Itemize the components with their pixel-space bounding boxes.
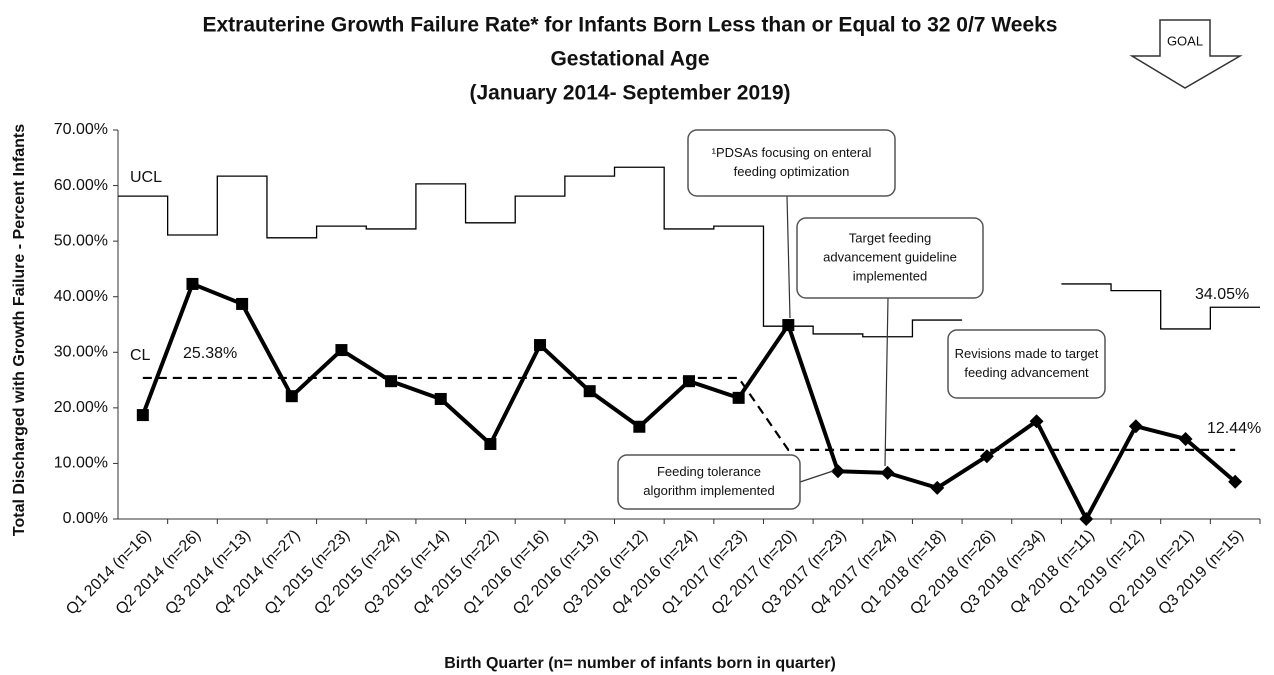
y-tick-label: 70.00% [54, 121, 108, 138]
x-tick-label: Q3 2018 (n=34) [957, 527, 1049, 619]
callout-text: Revisions made to target [955, 346, 1099, 361]
x-tick-label: Q2 2019 (n=21) [1106, 527, 1198, 619]
callout-text: advancement guideline [823, 249, 957, 264]
x-tick-label: Q4 2018 (n=11) [1007, 527, 1098, 618]
y-tick-label: 60.00% [54, 177, 108, 194]
x-tick-label: Q2 2018 (n=26) [907, 527, 999, 619]
goal-label: GOAL [1167, 33, 1203, 48]
callout-pointer [884, 297, 889, 467]
callout-text: Feeding tolerance [657, 464, 761, 479]
rate-marker [434, 392, 447, 405]
callout-box [617, 454, 801, 510]
rate-marker [335, 344, 348, 357]
rate-marker [930, 480, 945, 495]
rate-marker [385, 375, 398, 388]
rate-marker [1228, 474, 1243, 489]
x-axis-title: Birth Quarter (n= number of infants born… [444, 655, 836, 672]
x-tick-label: Q3 2015 (n=14) [361, 527, 453, 619]
rate-marker [583, 385, 596, 398]
rate-marker [236, 297, 249, 310]
rate-marker [1178, 431, 1193, 446]
chart-title: Extrauterine Growth Failure Rate* for In… [203, 14, 1058, 37]
x-tick-label: Q1 2015 (n=23) [262, 527, 354, 619]
x-tick-label: Q4 2016 (n=24) [609, 527, 701, 619]
rate-marker [683, 375, 695, 388]
rate-marker [633, 420, 646, 433]
x-tick-label: Q2 2016 (n=13) [510, 527, 602, 619]
rate-marker [136, 409, 149, 422]
y-tick-label: 20.00% [54, 399, 108, 416]
y-axis-title: Total Discharged with Growth Failure - P… [11, 124, 28, 536]
callout-pointer [786, 195, 791, 319]
value-label: 25.38% [183, 345, 237, 362]
rate-marker [979, 449, 994, 464]
rate-marker [1128, 419, 1143, 434]
y-tick-label: 30.00% [54, 344, 108, 361]
x-tick-label: Q1 2014 (n=16) [63, 527, 155, 619]
y-tick-label: 0.00% [63, 510, 108, 527]
y-tick-label: 50.00% [54, 232, 108, 249]
x-tick-label: Q4 2015 (n=22) [411, 527, 503, 619]
callout-box [796, 217, 984, 299]
callout-text: algorithm implemented [643, 483, 775, 498]
x-tick-label: Q4 2017 (n=24) [808, 527, 900, 619]
rate-marker [534, 339, 547, 352]
x-tick-label: Q3 2016 (n=12) [560, 527, 652, 619]
goal-arrow-shape [1129, 19, 1243, 89]
rate-marker [1029, 414, 1044, 429]
x-tick-label: Q1 2017 (n=23) [659, 527, 751, 619]
x-tick-label: Q3 2017 (n=23) [758, 527, 850, 619]
x-tick-label: Q3 2014 (n=13) [162, 527, 254, 619]
x-tick-label: Q3 2019 (n=15) [1155, 527, 1247, 619]
callout-text: implemented [853, 268, 927, 283]
callout-pointer [799, 470, 834, 483]
x-tick-label: Q1 2019 (n=12) [1056, 527, 1148, 619]
callout-text: feeding optimization [734, 164, 850, 179]
rate-marker [484, 437, 497, 450]
chart-title: (January 2014- September 2019) [470, 82, 791, 105]
x-tick-label: Q2 2015 (n=24) [311, 527, 403, 619]
value-label: 34.05% [1195, 286, 1249, 303]
callout-text: feeding advancement [964, 365, 1089, 380]
callout-box [687, 129, 896, 197]
rate-marker [830, 464, 845, 479]
value-label: 12.44% [1207, 420, 1261, 437]
callout-text: ¹PDSAs focusing on enteral [712, 145, 872, 160]
x-tick-label: Q1 2018 (n=18) [857, 527, 949, 619]
rate-marker [186, 277, 199, 290]
rate-marker [1079, 512, 1094, 526]
rate-marker [732, 391, 745, 404]
callout-box [947, 329, 1106, 399]
ucl-label: UCL [130, 169, 162, 186]
rate-marker [880, 465, 895, 480]
y-tick-label: 10.00% [54, 455, 108, 472]
cl-label: CL [130, 347, 151, 364]
ucl-line [118, 166, 1260, 338]
goal-arrow: GOAL [1129, 19, 1243, 89]
x-tick-label: Q2 2014 (n=26) [113, 527, 205, 619]
x-tick-label: Q2 2017 (n=20) [709, 527, 801, 619]
x-tick-label: Q1 2016 (n=16) [460, 527, 552, 619]
x-tick-label: Q4 2014 (n=27) [212, 527, 304, 619]
callout-text: Target feeding [849, 230, 931, 245]
chart-title: Gestational Age [550, 48, 709, 71]
y-tick-label: 40.00% [54, 288, 108, 305]
rate-marker [782, 319, 795, 332]
rate-marker [285, 390, 298, 403]
